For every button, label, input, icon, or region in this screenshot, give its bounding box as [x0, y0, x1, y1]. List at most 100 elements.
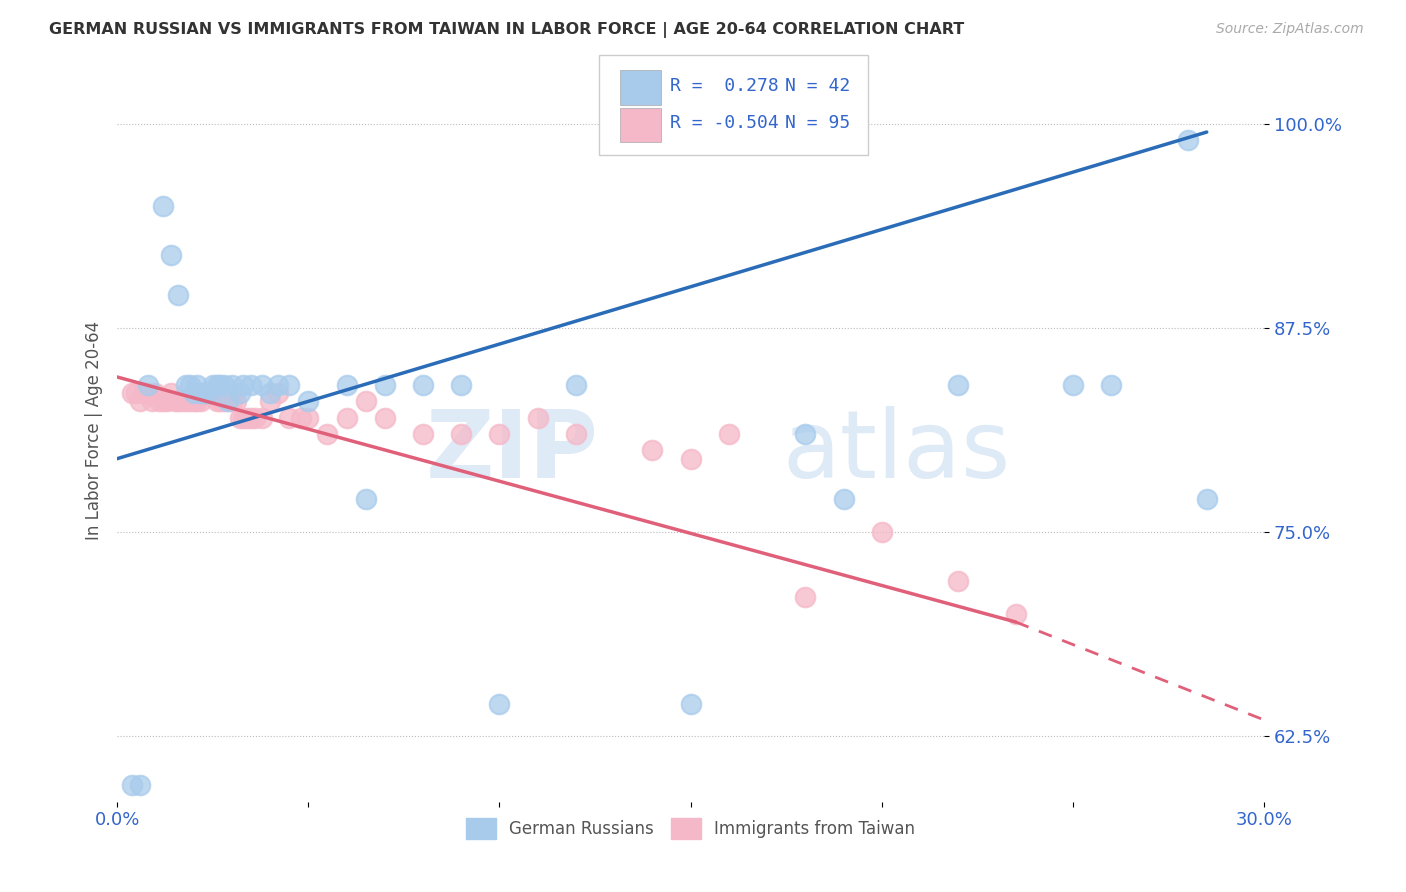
Point [278, 378, 301, 392]
Point [159, 247, 181, 261]
FancyBboxPatch shape [620, 108, 661, 142]
Point [174, 394, 197, 409]
Point [121, 778, 143, 792]
Point [172, 394, 194, 409]
Point [679, 451, 702, 466]
Text: R = -0.504: R = -0.504 [671, 114, 779, 132]
Point [1062, 378, 1084, 392]
Point [1099, 378, 1122, 392]
Point [259, 394, 281, 409]
Point [488, 427, 510, 442]
Point [290, 410, 312, 425]
Point [221, 378, 243, 392]
Point [201, 386, 224, 401]
Point [679, 697, 702, 711]
Point [297, 410, 319, 425]
Point [217, 394, 239, 409]
Point [870, 525, 893, 540]
Point [236, 410, 259, 425]
Point [121, 386, 143, 401]
Point [228, 410, 250, 425]
Point [159, 386, 181, 401]
Text: N = 42: N = 42 [785, 77, 849, 95]
Point [186, 378, 208, 392]
Point [125, 386, 148, 401]
Point [212, 394, 235, 409]
Point [225, 394, 247, 409]
Point [156, 394, 179, 409]
Point [198, 386, 221, 401]
Point [152, 394, 174, 409]
Point [374, 378, 396, 392]
Point [412, 427, 434, 442]
FancyBboxPatch shape [620, 70, 661, 104]
Point [565, 427, 588, 442]
Text: ZIP: ZIP [426, 407, 599, 499]
Point [948, 378, 970, 392]
Point [145, 386, 167, 401]
Text: R =  0.278: R = 0.278 [671, 77, 779, 95]
Point [174, 378, 197, 392]
Point [186, 394, 208, 409]
Point [201, 378, 224, 392]
Point [167, 288, 190, 302]
Point [243, 410, 266, 425]
Point [278, 410, 301, 425]
Point [267, 378, 290, 392]
Point [641, 443, 664, 458]
Point [240, 378, 263, 392]
Point [183, 394, 205, 409]
Point [190, 394, 212, 409]
Point [354, 394, 377, 409]
Point [717, 427, 740, 442]
Point [136, 386, 159, 401]
Point [129, 778, 152, 792]
Point [450, 427, 472, 442]
Point [565, 378, 588, 392]
Point [316, 427, 339, 442]
Point [794, 427, 817, 442]
Point [794, 591, 817, 605]
Point [354, 492, 377, 507]
Point [183, 386, 205, 401]
Point [374, 410, 396, 425]
Point [129, 394, 152, 409]
Point [412, 378, 434, 392]
Legend: German Russians, Immigrants from Taiwan: German Russians, Immigrants from Taiwan [460, 812, 922, 846]
Point [209, 378, 232, 392]
Text: GERMAN RUSSIAN VS IMMIGRANTS FROM TAIWAN IN LABOR FORCE | AGE 20-64 CORRELATION : GERMAN RUSSIAN VS IMMIGRANTS FROM TAIWAN… [49, 22, 965, 38]
Point [526, 410, 548, 425]
Point [136, 378, 159, 392]
Point [148, 394, 170, 409]
Point [198, 386, 221, 401]
Point [205, 394, 228, 409]
Y-axis label: In Labor Force | Age 20-64: In Labor Force | Age 20-64 [86, 320, 103, 540]
Point [259, 386, 281, 401]
Point [832, 492, 855, 507]
Point [232, 378, 254, 392]
Point [163, 394, 186, 409]
Point [141, 394, 163, 409]
Point [221, 394, 243, 409]
Point [335, 410, 357, 425]
Point [1177, 133, 1199, 147]
Point [232, 410, 254, 425]
Point [205, 378, 228, 392]
Point [217, 394, 239, 409]
Point [450, 378, 472, 392]
Point [252, 378, 274, 392]
Point [132, 386, 155, 401]
Point [194, 386, 217, 401]
Point [228, 386, 250, 401]
FancyBboxPatch shape [599, 55, 869, 155]
Point [179, 378, 201, 392]
Point [1195, 492, 1218, 507]
Point [240, 410, 263, 425]
Text: Source: ZipAtlas.com: Source: ZipAtlas.com [1216, 22, 1364, 37]
Point [179, 394, 201, 409]
Point [212, 378, 235, 392]
Point [948, 574, 970, 588]
Point [190, 386, 212, 401]
Text: N = 95: N = 95 [785, 114, 849, 132]
Point [167, 394, 190, 409]
